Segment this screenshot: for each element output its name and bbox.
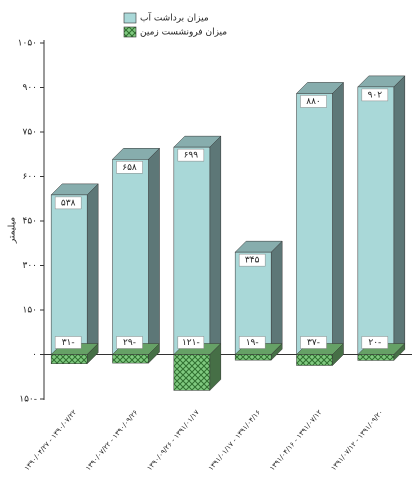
bar-face [357, 86, 395, 355]
value-label-box [361, 336, 389, 349]
bar-face [112, 159, 149, 355]
value-label-box [300, 336, 327, 349]
value-label-box [238, 336, 266, 349]
value-label: ۹۰۲ [368, 90, 383, 100]
value-label: ۳۷- [307, 338, 320, 348]
bar [173, 342, 222, 392]
value-label: ۸۸۰ [306, 97, 321, 107]
y-tick-label: ۳۰۰ [22, 261, 37, 271]
value-label-box [238, 253, 266, 267]
value-label: ۳۱- [62, 338, 75, 348]
value-label-box [116, 161, 143, 174]
value-label-box [116, 336, 143, 349]
value-label-box [300, 95, 327, 108]
value-label: ۶۵۸ [122, 163, 137, 173]
value-label: ۳۴۵ [245, 256, 260, 266]
legend-swatch [123, 26, 137, 38]
value-label: ۵۳۸ [61, 198, 76, 208]
bar-face [112, 354, 149, 364]
bar-face [50, 354, 88, 364]
y-tick-label: ۴۵۰ [22, 217, 37, 227]
bar [50, 183, 99, 356]
value-label-box [177, 148, 205, 162]
value-label: ۲۰- [368, 338, 381, 348]
bar-face [296, 93, 333, 355]
bar-face [173, 354, 211, 391]
bar-face [148, 147, 160, 356]
bar [173, 135, 222, 356]
x-tick-label: ۱۳۹۰/۰۴/۲۷ - ۱۳۹۰/۰۷/۲۲ [23, 408, 78, 472]
legend-label: میزان برداشت آب [140, 12, 209, 24]
value-label: ۱۹- [246, 338, 259, 348]
y-tick-label: ۱۰۵۰ [18, 39, 37, 49]
bar-face [173, 146, 211, 355]
bar [111, 147, 161, 356]
bar-face [270, 240, 283, 356]
value-label-box [54, 336, 82, 349]
value-label: ۶۹۹ [184, 151, 199, 161]
y-tick-label: ۱۵۰ [22, 306, 37, 316]
bar-face [357, 354, 395, 361]
x-tick-label: ۱۳۹۱/۰۱/۱۷ - ۱۳۹۱/۰۴/۱۶ [207, 408, 262, 472]
x-tick-label: ۱۳۹۰/۰۹/۲۶ - ۱۳۹۱/۰۱/۱۷ [146, 408, 201, 472]
y-axis-title: میلیمتر [8, 217, 18, 244]
y-tick-label: ۱۵۰- [19, 395, 37, 405]
bar [111, 342, 161, 364]
y-tick-label: ۹۰۰ [22, 83, 37, 93]
y-tick-label: ۷۵۰ [22, 128, 37, 138]
bar-face [296, 354, 333, 366]
bar [357, 75, 406, 356]
value-label: ۲۹- [123, 338, 136, 348]
bar-face [209, 135, 222, 356]
y-tick-label: ۰ [32, 350, 37, 360]
value-label-box [54, 196, 82, 210]
value-label-box [361, 88, 389, 102]
legend-label: میزان فرونشست زمین [140, 28, 227, 38]
y-tick-label: ۶۰۰ [22, 172, 37, 182]
x-tick-label: ۱۳۹۰/۰۷/۲۲ - ۱۳۹۰/۰۹/۲۶ [84, 408, 139, 472]
bar-face [332, 81, 344, 356]
bar [295, 81, 345, 356]
bar-face [50, 194, 88, 355]
bar-face [234, 354, 272, 361]
legend-swatch [123, 12, 137, 24]
value-label-box [177, 336, 205, 349]
x-tick-label: ۱۳۹۱/۰۴/۱۶ - ۱۳۹۱/۰۷/۱۲ [268, 408, 323, 472]
x-tick-label: ۱۳۹۱/۰۷/۱۲ - ۱۳۹۱/۰۹/۲۰ [330, 408, 385, 472]
bar-face [393, 75, 406, 356]
bar-face [86, 183, 99, 356]
bar [50, 342, 99, 365]
value-label: ۱۲۱- [182, 338, 200, 348]
